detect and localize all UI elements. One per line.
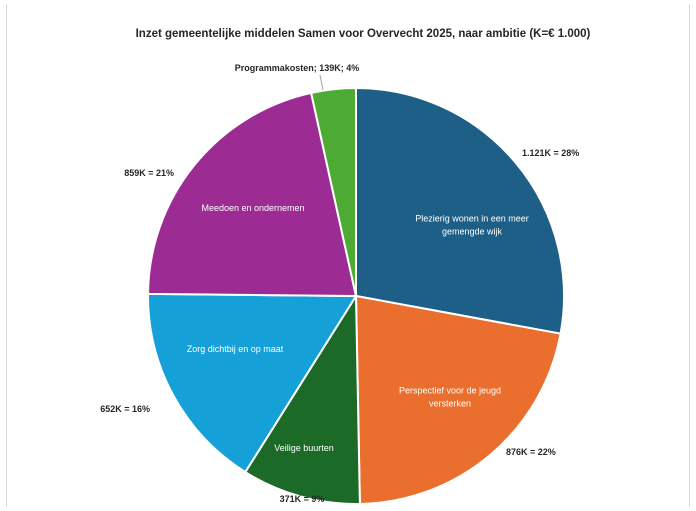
data-label-programmakosten: Programmakosten; 139K; 4%: [235, 63, 360, 73]
slice-label-perspectief-voor-de-jeugd-versterken: Perspectief voor de jeugd versterken: [399, 386, 501, 409]
slice-label-veilige-buurten: Veilige buurten: [274, 443, 334, 453]
data-label-plezierig-wonen-in-een-meer-gemengde-wijk: 1.121K = 28%: [522, 148, 579, 158]
leader-line-programmakosten: [319, 74, 324, 91]
chart-frame: [6, 4, 690, 507]
chart-title: Inzet gemeentelijke middelen Samen voor …: [135, 28, 591, 40]
slice-label-meedoen-en-ondernemen: Meedoen en ondernemen: [201, 203, 304, 213]
slice-label-zorg-dichtbij-en-op-maat: Zorg dichtbij en op maat: [187, 344, 284, 354]
pie-slice-programmakosten: [309, 86, 357, 297]
data-label-perspectief-voor-de-jeugd-versterken: 876K = 22%: [506, 447, 556, 457]
pie-slice-zorg-dichtbij-en-op-maat: [147, 292, 358, 474]
data-label-zorg-dichtbij-en-op-maat: 652K = 16%: [100, 404, 150, 414]
data-label-meedoen-en-ondernemen: 859K = 21%: [124, 168, 174, 178]
slice-label-plezierig-wonen-in-een-meer-gemengde-wijk: Plezierig wonen in een meer gemengde wijk: [415, 214, 529, 237]
pie-slice-meedoen-en-ondernemen: [146, 91, 358, 298]
pie-slice-plezierig-wonen-in-een-meer-gemengde-wijk: [355, 86, 565, 335]
pie-slice-veilige-buurten: [243, 292, 361, 505]
pie-slice-perspectief-voor-de-jeugd-versterken: [354, 294, 562, 505]
data-label-veilige-buurten: 371K = 9%: [280, 494, 325, 504]
